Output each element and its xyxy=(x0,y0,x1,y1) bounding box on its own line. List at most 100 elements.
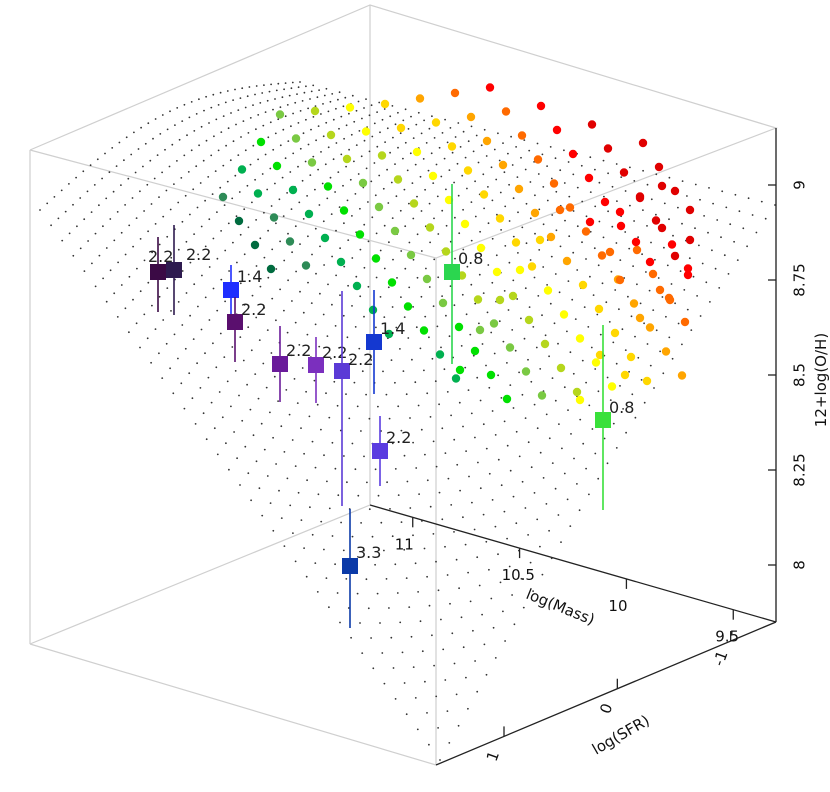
surface-dot xyxy=(291,251,293,254)
surface-dot xyxy=(94,232,97,235)
surface-dot xyxy=(609,399,612,401)
surface-dot xyxy=(483,643,486,646)
surface-dot xyxy=(477,161,480,164)
surface-dot xyxy=(420,210,423,212)
surface-dot xyxy=(458,232,461,235)
surface-dot xyxy=(397,146,399,149)
surface-dot xyxy=(290,87,293,90)
redshift-label: 2.2 xyxy=(148,247,173,266)
surface-dot xyxy=(480,144,483,147)
model-point xyxy=(517,131,527,140)
surface-dot xyxy=(503,171,506,174)
surface-dot xyxy=(295,270,297,273)
surface-dot xyxy=(694,183,697,186)
surface-dot xyxy=(312,116,315,118)
surface-dot xyxy=(236,261,238,264)
model-point xyxy=(605,247,615,257)
surface-dot xyxy=(192,338,195,340)
surface-dot xyxy=(226,90,229,92)
surface-dot xyxy=(503,290,506,292)
surface-dot xyxy=(755,231,758,234)
surface-dot xyxy=(482,292,485,294)
surface-dot xyxy=(154,328,157,330)
surface-dot xyxy=(476,690,479,693)
surface-dot xyxy=(389,151,391,154)
surface-dot xyxy=(380,521,383,524)
surface-dot xyxy=(383,316,386,318)
surface-dot xyxy=(177,248,180,251)
surface-dot xyxy=(428,743,430,746)
surface-dot xyxy=(377,494,380,497)
surface-dot xyxy=(462,646,465,649)
surface-dot xyxy=(355,144,358,147)
surface-dot xyxy=(254,373,257,375)
surface-dot xyxy=(467,571,469,574)
surface-dot xyxy=(498,159,501,162)
surface-dot xyxy=(142,165,144,168)
surface-dot xyxy=(263,211,265,214)
surface-dot xyxy=(435,163,438,166)
surface-dot xyxy=(273,375,276,378)
surface-dot xyxy=(64,210,67,213)
surface-dot xyxy=(261,92,264,94)
surface-dot xyxy=(288,94,291,97)
surface-dot xyxy=(496,213,498,216)
surface-dot xyxy=(283,259,286,262)
surface-dot xyxy=(414,562,417,565)
surface-dot xyxy=(300,427,302,429)
surface-dot xyxy=(397,405,400,408)
surface-dot xyxy=(470,283,473,286)
model-point xyxy=(463,166,473,175)
surface-dot xyxy=(698,244,700,247)
surface-dot xyxy=(619,385,621,387)
model-point xyxy=(626,352,636,362)
z-tick-label: 8.5 xyxy=(791,363,809,387)
surface-dot xyxy=(263,256,266,259)
surface-dot xyxy=(255,460,258,463)
surface-dot xyxy=(650,241,652,244)
surface-dot xyxy=(524,417,527,419)
surface-dot xyxy=(434,380,437,383)
surface-dot xyxy=(249,163,252,166)
surface-dot xyxy=(541,314,543,317)
observed-point: 2.2 xyxy=(272,326,311,402)
surface-dot xyxy=(196,206,199,209)
surface-dot xyxy=(563,386,566,389)
surface-dot xyxy=(164,148,166,151)
observed-points: 2.2 2.21.42.22.2 2.2 2.21.42.23.30.80.8 xyxy=(148,184,634,628)
surface-dot xyxy=(431,634,433,637)
model-point xyxy=(266,264,276,274)
model-point xyxy=(473,295,483,304)
surface-dot xyxy=(143,210,146,212)
surface-dot xyxy=(582,442,585,445)
redshift-label: 3.3 xyxy=(356,543,381,562)
surface-dot xyxy=(173,183,175,186)
surface-dot xyxy=(284,82,287,84)
surface-dot xyxy=(287,140,290,143)
model-point xyxy=(595,350,605,360)
surface-dot xyxy=(482,423,485,426)
surface-dot xyxy=(283,88,285,91)
surface-dot xyxy=(200,225,203,228)
surface-dot xyxy=(371,216,374,219)
surface-dot xyxy=(284,115,287,118)
model-point xyxy=(275,110,285,119)
surface-dot xyxy=(139,290,142,293)
surface-dot xyxy=(408,286,411,289)
surface-dot xyxy=(736,259,739,261)
surface-dot xyxy=(329,100,332,103)
surface-dot xyxy=(216,211,218,214)
surface-dot xyxy=(379,249,382,252)
surface-dot xyxy=(522,606,525,609)
surface-dot xyxy=(178,138,181,141)
surface-dot xyxy=(274,98,276,100)
z-tick-label: 8.25 xyxy=(791,453,809,486)
model-point xyxy=(438,298,448,308)
surface-dot xyxy=(166,128,169,131)
surface-dot xyxy=(453,438,456,441)
surface-dot xyxy=(476,376,479,379)
surface-dot xyxy=(340,521,342,524)
surface-dot xyxy=(681,343,683,346)
surface-dot xyxy=(599,333,602,336)
surface-dot xyxy=(203,109,205,112)
